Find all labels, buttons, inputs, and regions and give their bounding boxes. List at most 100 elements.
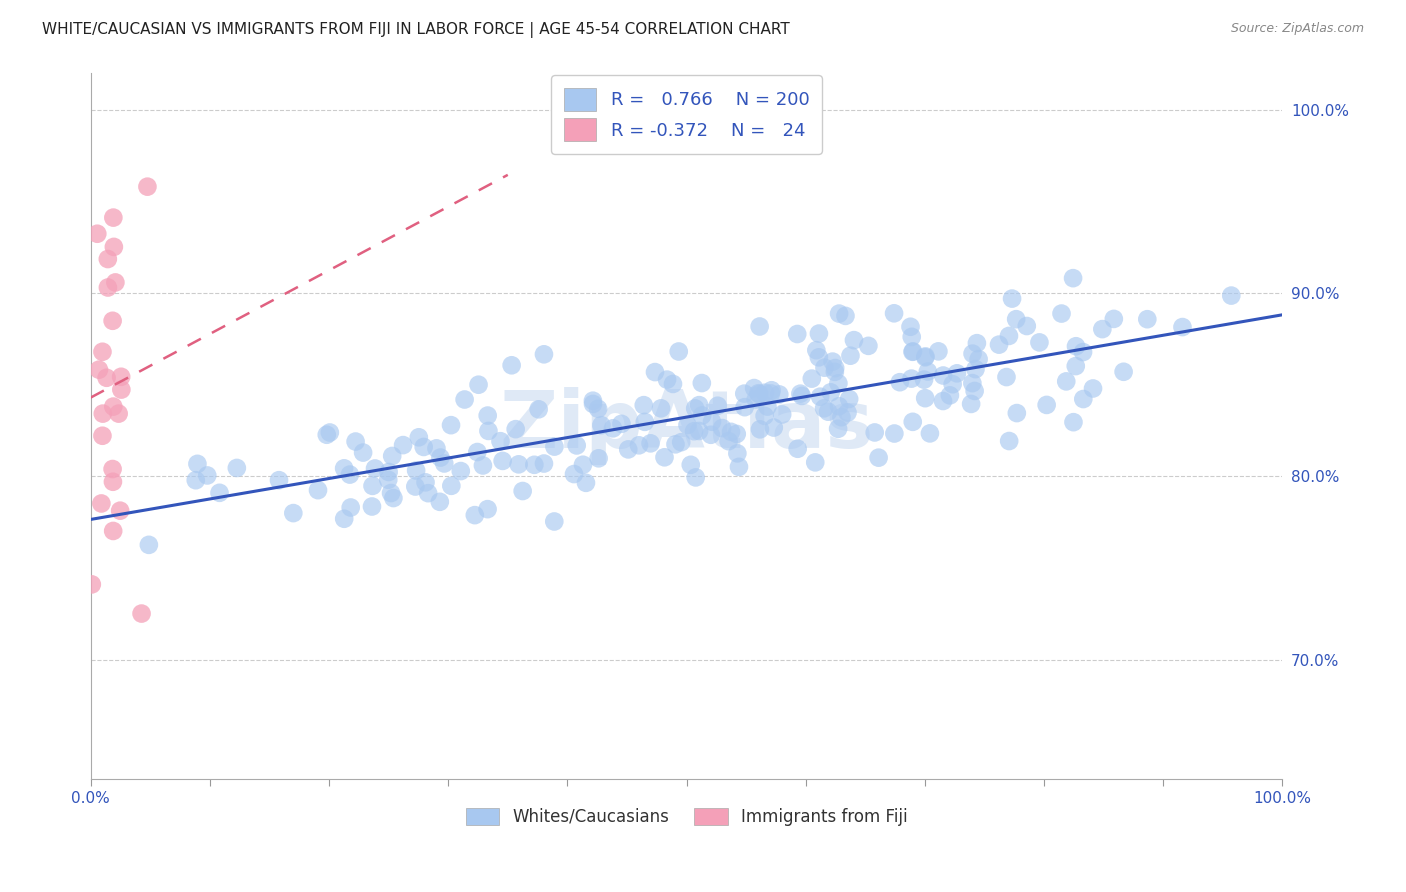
Point	[842, 333, 865, 347]
Point	[668, 344, 690, 359]
Point	[627, 438, 650, 452]
Legend: Whites/Caucasians, Immigrants from Fiji: Whites/Caucasians, Immigrants from Fiji	[457, 799, 915, 834]
Text: WHITE/CAUCASIAN VS IMMIGRANTS FROM FIJI IN LABOR FORCE | AGE 45-54 CORRELATION C: WHITE/CAUCASIAN VS IMMIGRANTS FROM FIJI …	[42, 22, 790, 38]
Point	[477, 409, 499, 423]
Point	[748, 319, 770, 334]
Point	[761, 384, 783, 398]
Point	[588, 451, 610, 466]
Point	[477, 424, 499, 438]
Point	[965, 362, 987, 376]
Point	[912, 373, 935, 387]
Point	[806, 343, 828, 358]
Point	[110, 383, 132, 397]
Point	[97, 280, 120, 294]
Point	[644, 365, 666, 379]
Point	[582, 393, 605, 408]
Text: ZipAtlas: ZipAtlas	[499, 387, 873, 465]
Point	[91, 344, 114, 359]
Point	[883, 306, 905, 320]
Point	[361, 479, 384, 493]
Point	[533, 457, 555, 471]
Point	[838, 392, 860, 406]
Point	[333, 461, 356, 475]
Point	[932, 368, 955, 383]
Point	[591, 418, 613, 433]
Point	[988, 337, 1011, 351]
Point	[104, 276, 127, 290]
Point	[828, 399, 851, 413]
Point	[917, 364, 939, 378]
Point	[654, 450, 676, 465]
Point	[1062, 271, 1084, 285]
Point	[477, 502, 499, 516]
Point	[418, 486, 440, 500]
Point	[267, 473, 290, 487]
Point	[602, 421, 624, 435]
Point	[1035, 398, 1057, 412]
Point	[101, 462, 124, 476]
Point	[942, 377, 965, 392]
Point	[382, 491, 405, 505]
Point	[1015, 318, 1038, 333]
Point	[440, 479, 463, 493]
Point	[927, 344, 949, 359]
Point	[756, 400, 779, 414]
Point	[939, 388, 962, 402]
Point	[1064, 339, 1087, 353]
Point	[225, 461, 247, 475]
Point	[450, 464, 472, 478]
Point	[527, 402, 550, 417]
Point	[208, 485, 231, 500]
Point	[747, 386, 769, 401]
Point	[669, 435, 692, 450]
Point	[889, 375, 911, 389]
Point	[364, 461, 387, 475]
Point	[733, 386, 755, 401]
Point	[319, 425, 342, 440]
Point	[453, 392, 475, 407]
Point	[408, 430, 430, 444]
Point	[1171, 320, 1194, 334]
Point	[136, 179, 159, 194]
Point	[572, 458, 595, 472]
Point	[339, 467, 361, 482]
Point	[184, 473, 207, 487]
Point	[813, 360, 835, 375]
Point	[820, 385, 842, 400]
Point	[821, 354, 844, 368]
Point	[901, 344, 924, 359]
Point	[734, 400, 756, 414]
Point	[392, 438, 415, 452]
Point	[1050, 307, 1073, 321]
Point	[813, 401, 835, 416]
Point	[138, 538, 160, 552]
Point	[700, 427, 723, 442]
Point	[720, 425, 742, 439]
Point	[508, 458, 530, 472]
Point	[405, 463, 427, 477]
Point	[790, 389, 813, 403]
Point	[728, 459, 751, 474]
Point	[315, 427, 337, 442]
Point	[664, 437, 686, 451]
Point	[966, 336, 988, 351]
Point	[1064, 359, 1087, 373]
Point	[1005, 312, 1028, 326]
Point	[103, 240, 125, 254]
Point	[283, 506, 305, 520]
Point	[633, 398, 655, 412]
Point	[523, 458, 546, 472]
Point	[650, 401, 672, 416]
Point	[676, 417, 699, 432]
Point	[914, 351, 936, 365]
Point	[565, 438, 588, 452]
Point	[1071, 345, 1094, 359]
Point	[688, 398, 710, 412]
Point	[827, 376, 849, 391]
Point	[807, 351, 830, 365]
Point	[380, 486, 402, 500]
Point	[655, 373, 678, 387]
Point	[97, 252, 120, 266]
Point	[377, 473, 399, 487]
Point	[744, 392, 766, 407]
